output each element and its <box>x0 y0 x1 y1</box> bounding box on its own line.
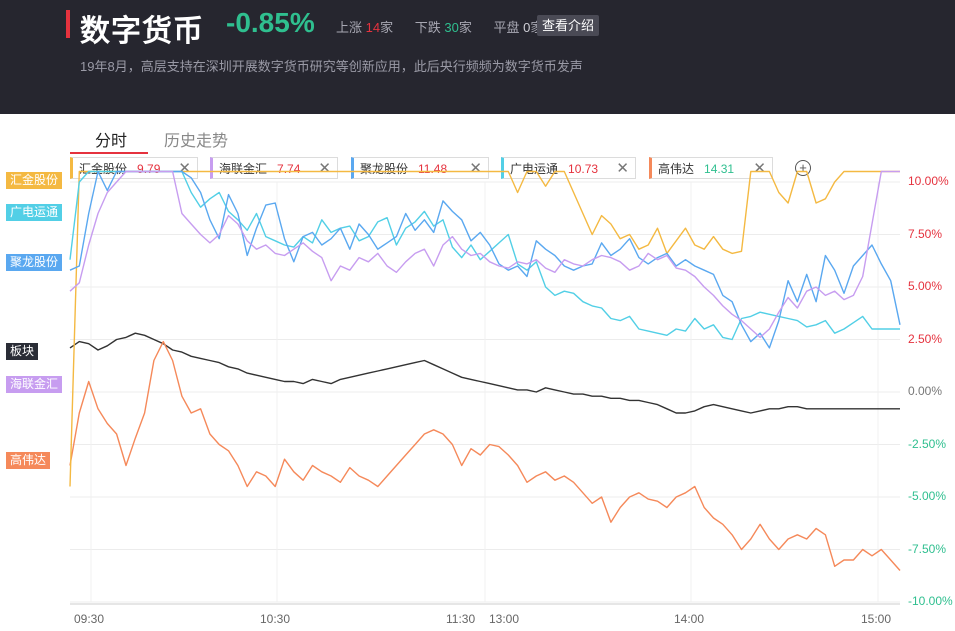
close-icon[interactable]: ✕ <box>178 160 191 177</box>
chart-panel <box>0 114 955 631</box>
series-tag: 海联金汇 <box>6 376 63 393</box>
y-tick-label: -5.00% <box>908 489 947 503</box>
chip-stock[interactable]: 海联金汇 7.74 ✕ <box>210 157 338 179</box>
chip-name: 海联金汇 <box>219 162 268 176</box>
chip-stock[interactable]: 高伟达 14.31 ✕ <box>649 157 773 179</box>
series-tag: 汇金股份 <box>6 172 63 189</box>
add-stock-icon[interactable]: + <box>795 160 811 176</box>
close-icon[interactable]: ✕ <box>318 160 331 177</box>
series-line <box>69 340 901 571</box>
intro-button[interactable]: 查看介绍 <box>537 15 600 36</box>
chip-name: 高伟达 <box>658 162 695 176</box>
active-tab-indicator <box>70 152 148 154</box>
chip-value: 14.31 <box>704 162 735 176</box>
sector-description: 19年8月，高层支持在深圳开展数字货币研究等创新应用，此后央行频频为数字货币发声 <box>80 59 583 74</box>
x-tick-label: 13:00 <box>489 612 520 626</box>
chip-name: 聚龙股份 <box>360 162 409 176</box>
y-tick-label: 7.50% <box>908 226 943 241</box>
series-tag: 高伟达 <box>6 452 51 469</box>
tab-intraday[interactable]: 分时 <box>95 133 128 150</box>
close-icon[interactable]: ✕ <box>469 160 482 177</box>
chip-name: 广电运通 <box>510 162 559 176</box>
sector-change: -0.85% <box>226 7 315 38</box>
page-title: 数字货币 <box>80 15 204 48</box>
up-label: 上涨 <box>336 20 363 35</box>
x-tick-label: 09:30 <box>74 612 105 626</box>
y-tick-label: -10.00% <box>908 594 953 608</box>
x-tick-label: 15:00 <box>861 612 892 626</box>
y-tick-label: -2.50% <box>908 436 947 451</box>
chip-stock[interactable]: 聚龙股份 11.48 ✕ <box>351 157 489 179</box>
down-count: 30 <box>444 20 459 35</box>
chip-value: 7.74 <box>277 162 301 176</box>
series-line <box>69 170 900 339</box>
chip-value: 9.79 <box>137 162 161 176</box>
chip-stock[interactable]: 广电运通 10.73 ✕ <box>501 157 636 179</box>
title-accent <box>66 10 70 38</box>
series-tag: 板块 <box>6 343 39 360</box>
up-count: 14 <box>365 20 381 35</box>
y-tick-label: -7.50% <box>908 541 947 556</box>
flat-count: 0 <box>523 20 531 35</box>
close-icon[interactable]: ✕ <box>616 160 629 177</box>
series-line <box>69 170 900 487</box>
series-tag: 聚龙股份 <box>6 254 63 271</box>
down-unit: 家 <box>458 20 472 35</box>
y-tick-label: 2.50% <box>908 331 943 346</box>
chip-name: 汇金股份 <box>79 162 128 176</box>
x-tick-label: 14:00 <box>674 612 705 626</box>
x-tick-label: 11:30 <box>446 612 476 626</box>
header-bar: 数字货币 -0.85% 上涨 14家 下跌 30家 平盘 0家 查看介绍 19年… <box>0 0 955 114</box>
y-tick-label: 5.00% <box>908 279 943 293</box>
series-line <box>69 332 900 414</box>
chip-stock[interactable]: 汇金股份 9.79 ✕ <box>70 157 198 179</box>
y-tick-label: 10.00% <box>908 174 949 188</box>
flat-label: 平盘 <box>493 20 520 35</box>
y-tick-label: 0.00% <box>908 384 943 398</box>
tab-history[interactable]: 历史走势 <box>164 133 229 150</box>
x-tick-label: 10:30 <box>260 612 291 626</box>
close-icon[interactable]: ✕ <box>753 160 766 177</box>
down-label: 下跌 <box>414 20 441 35</box>
chip-value: 10.73 <box>568 162 599 176</box>
series-line <box>69 170 900 341</box>
series-tag: 广电运通 <box>6 204 63 221</box>
up-unit: 家 <box>380 20 394 35</box>
chip-value: 11.48 <box>418 162 448 176</box>
